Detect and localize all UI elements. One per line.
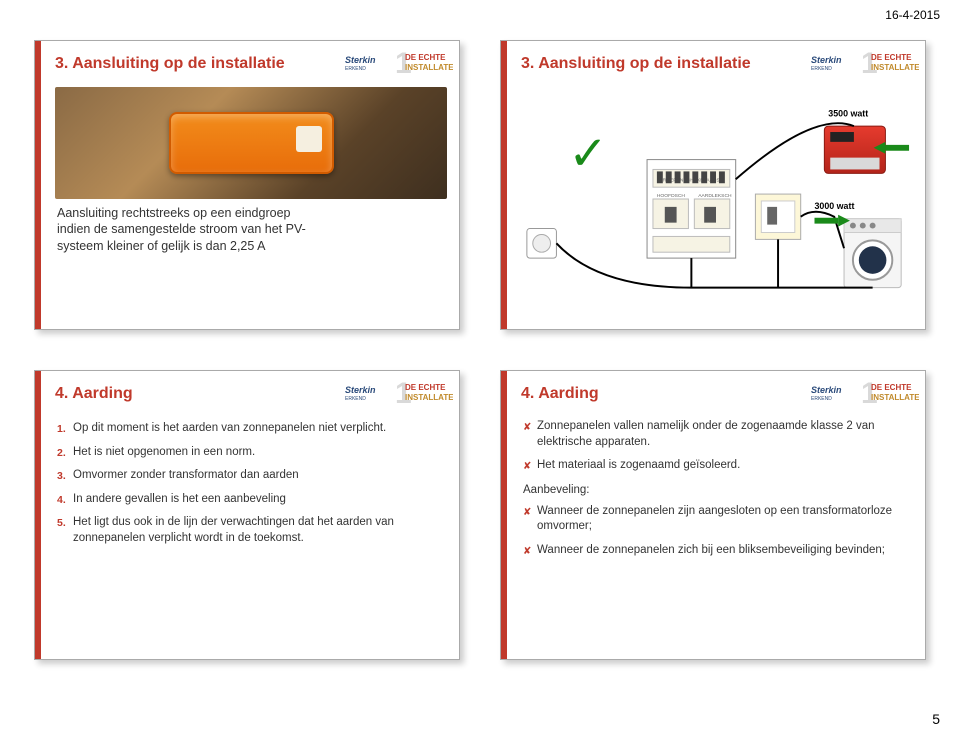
svg-text:DE ECHTE: DE ECHTE bbox=[871, 53, 912, 62]
brand-logo: 1 Sterkin ERKEND DE ECHTE INSTALLATEUR bbox=[343, 47, 453, 81]
slide-grid: 3. Aansluiting op de installatie 1 Sterk… bbox=[34, 40, 926, 660]
caption-line: systeem kleiner of gelijk is dan 2,25 A bbox=[57, 238, 443, 254]
list-item: Het materiaal is zogenaamd geïsoleerd. bbox=[523, 458, 909, 474]
bullet-list: Wanneer de zonnepanelen zijn aangesloten… bbox=[523, 504, 909, 559]
svg-text:ERKEND: ERKEND bbox=[345, 66, 366, 72]
svg-text:3500 watt: 3500 watt bbox=[828, 108, 868, 118]
wiring-diagram: ✓ GROEPENSCHAKELAARS HOOFDSCH AARDLEKSCH bbox=[519, 85, 913, 313]
accent-bar bbox=[501, 371, 507, 659]
svg-text:AARDLEKSCH: AARDLEKSCH bbox=[698, 193, 732, 199]
accent-bar bbox=[35, 371, 41, 659]
svg-text:ERKEND: ERKEND bbox=[345, 396, 366, 402]
slide-grounding-rec: 4. Aarding 1 Sterkin ERKEND DE ECHTE INS… bbox=[500, 370, 926, 660]
list-item: Zonnepanelen vallen namelijk onder de zo… bbox=[523, 419, 909, 450]
brand-logo: 1 Sterkin ERKEND DE ECHTE INSTALLATEUR bbox=[343, 377, 453, 411]
slide-body: Op dit moment is het aarden van zonnepan… bbox=[35, 411, 459, 562]
svg-text:Sterkin: Sterkin bbox=[811, 385, 842, 395]
page-number: 5 bbox=[932, 711, 940, 727]
list-item: In andere gevallen is het een aanbevelin… bbox=[57, 492, 443, 508]
brand-logo: 1 Sterkin ERKEND DE ECHTE INSTALLATEUR bbox=[809, 47, 919, 81]
inverter-photo bbox=[55, 87, 447, 199]
svg-text:INSTALLATEUR: INSTALLATEUR bbox=[871, 393, 919, 402]
bullet-list: Zonnepanelen vallen namelijk onder de zo… bbox=[523, 419, 909, 474]
svg-text:ERKEND: ERKEND bbox=[811, 66, 832, 72]
list-item: Wanneer de zonnepanelen zich bij een bli… bbox=[523, 543, 909, 559]
svg-text:DE ECHTE: DE ECHTE bbox=[405, 383, 446, 392]
svg-text:INSTALLATEUR: INSTALLATEUR bbox=[871, 63, 919, 72]
numbered-list: Op dit moment is het aarden van zonnepan… bbox=[57, 421, 443, 546]
list-item: Op dit moment is het aarden van zonnepan… bbox=[57, 421, 443, 437]
svg-text:ERKEND: ERKEND bbox=[811, 396, 832, 402]
list-item: Het is niet opgenomen in een norm. bbox=[57, 445, 443, 461]
recommendation-label: Aanbeveling: bbox=[523, 484, 909, 496]
svg-text:DE ECHTE: DE ECHTE bbox=[405, 53, 446, 62]
svg-text:3000 watt: 3000 watt bbox=[815, 201, 855, 211]
check-icon: ✓ bbox=[568, 127, 608, 180]
accent-bar bbox=[35, 41, 41, 329]
list-item: Omvormer zonder transformator dan aarden bbox=[57, 468, 443, 484]
accent-bar bbox=[501, 41, 507, 329]
caption-line: Aansluiting rechtstreeks op een eindgroe… bbox=[57, 205, 443, 221]
brand-logo: 1 Sterkin ERKEND DE ECHTE INSTALLATEUR bbox=[809, 377, 919, 411]
slide-connection-photo: 3. Aansluiting op de installatie 1 Sterk… bbox=[34, 40, 460, 330]
svg-text:DE ECHTE: DE ECHTE bbox=[871, 383, 912, 392]
caption-line: indien de samengestelde stroom van het P… bbox=[57, 221, 443, 237]
svg-text:Sterkin: Sterkin bbox=[345, 55, 376, 65]
slide-connection-diagram: 3. Aansluiting op de installatie 1 Sterk… bbox=[500, 40, 926, 330]
svg-text:INSTALLATEUR: INSTALLATEUR bbox=[405, 63, 453, 72]
list-item: Het ligt dus ook in de lijn der verwacht… bbox=[57, 515, 443, 546]
slide-body: Zonnepanelen vallen namelijk onder de zo… bbox=[501, 411, 925, 574]
svg-text:HOOFDSCH: HOOFDSCH bbox=[657, 193, 686, 199]
page-date: 16-4-2015 bbox=[885, 8, 940, 22]
svg-text:INSTALLATEUR: INSTALLATEUR bbox=[405, 393, 453, 402]
svg-text:Sterkin: Sterkin bbox=[345, 385, 376, 395]
list-item: Wanneer de zonnepanelen zijn aangesloten… bbox=[523, 504, 909, 535]
slide-grounding-list: 4. Aarding 1 Sterkin ERKEND DE ECHTE INS… bbox=[34, 370, 460, 660]
svg-text:Sterkin: Sterkin bbox=[811, 55, 842, 65]
inverter-device bbox=[169, 112, 334, 174]
